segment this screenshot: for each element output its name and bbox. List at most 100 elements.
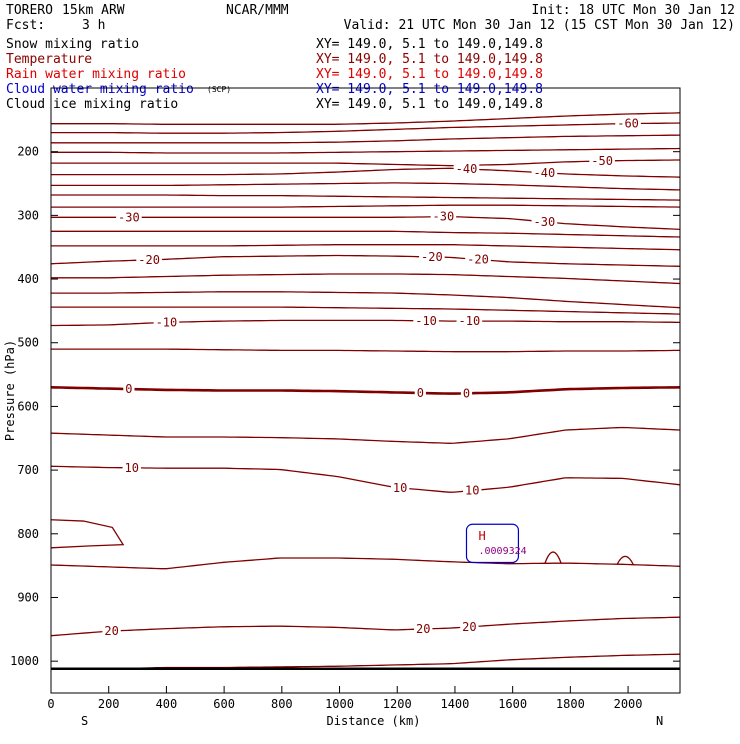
field-xy-rain: XY= 149.0, 5.1 to 149.0,149.8 [316,67,543,82]
cold-pool-contour [50,519,125,549]
contour-label: 0 [417,386,424,400]
x-axis-label: Distance (km) [327,714,421,728]
contour-label: 10 [465,484,479,498]
contour-label: -20 [467,252,489,266]
contour-labels: -60 -50 -40 -40 -30 -30 -30 -20 -20 -20 -10 -10 -10 0… [102,116,641,638]
y-tick-label: 900 [17,590,39,604]
y-tick-label: 700 [17,463,39,477]
contour-label-bg [153,315,180,329]
isotherm-line [51,204,681,208]
isotherm-line [51,159,680,167]
field-xy-snow: XY= 149.0, 5.1 to 149.0,149.8 [316,37,543,52]
isotherm-line [50,386,681,395]
isotherm-line [51,182,681,191]
overlap-note: (SCP) [207,85,231,94]
cloud-region: H .0009324 [465,523,527,564]
contour-label: -10 [156,315,178,329]
left-end-label: S [81,714,88,728]
contour-label-bg [136,252,162,266]
isotherm-line [51,112,681,125]
isotherm-line [51,134,681,144]
contour-label: -40 [534,166,556,180]
isotherm-line [51,167,681,178]
y-tick-label: 600 [17,399,39,413]
contour-label: -20 [421,250,443,264]
field-label-snow: Snow mixing ratio [6,37,139,52]
isotherm-detail [544,551,562,564]
contour-label-bg [102,624,121,638]
contour-label: 20 [104,624,118,638]
cloud-max-value: .0009324 [478,546,526,557]
x-tick-label: 400 [156,697,178,711]
contour-label: -60 [617,117,639,131]
x-tick-label: 200 [98,697,120,711]
isotherm-line [51,230,681,238]
contour-label-bg [531,165,558,179]
isotherm-detail [616,555,634,565]
y-tick-label: 500 [17,336,39,350]
forecast-label: Fcst: [6,18,45,33]
x-tick-label: 1800 [556,697,585,711]
y-tick-label: 800 [17,527,39,541]
y-tick-label: 200 [17,145,39,159]
x-tick-label: 1600 [498,697,527,711]
isotherm-line [51,216,681,231]
x-tick-label: 2000 [614,697,643,711]
cloud-max-marker: H [478,529,485,543]
contour-label-bg [414,621,433,635]
model-name: TORERO [6,3,53,18]
init-time: Init: 18 UTC Mon 30 Jan 12 [532,3,736,18]
center-name: NCAR/MMM [226,3,289,18]
y-tick-label: 1000 [10,654,39,668]
isotherm-line [50,426,681,444]
field-label-rain: Rain water mixing ratio [6,67,186,82]
field-label-cloud-ice: Cloud ice mixing ratio [6,97,178,112]
isotherm-line [51,653,681,670]
contour-label: 20 [416,622,430,636]
isotherm-line [50,557,681,570]
contour-label-bg [463,483,482,497]
contour-label-bg [615,116,641,130]
contour-label-bg [116,210,142,224]
plot-area: -60 -50 -40 -40 -30 -30 -30 -20 -20 -20 -10 -10 -10 0… [10,87,681,711]
cloud-water-contour [465,523,520,564]
isotherm-line [51,291,681,309]
contour-label: 0 [125,382,132,396]
contour-label-bg [123,382,135,396]
contour-label: 10 [393,481,407,495]
plot-frame [50,87,681,694]
valid-time: Valid: 21 UTC Mon 30 Jan 12 (15 CST Mon … [344,18,735,33]
contour-label-bg [413,313,439,327]
contour-label: -30 [118,210,140,224]
contour-label-bg [419,249,445,263]
isotherm-line [51,348,680,353]
x-tick-label: 600 [213,697,235,711]
field-xy-cloud-water: XY= 149.0, 5.1 to 149.0,149.8 [316,82,543,97]
contour-label-bg [460,619,479,633]
isotherm-line [51,147,681,154]
contour-label: -50 [591,154,613,168]
contour-label: -10 [415,314,437,328]
right-end-label: N [656,714,663,728]
contour-label: -20 [138,253,160,267]
isotherm-line [51,319,681,327]
field-legend: Snow mixing ratio XY= 149.0, 5.1 to 149.… [6,37,543,112]
contour-label: -40 [456,162,478,176]
isotherm-line [51,122,681,134]
contour-label-bg [453,161,480,175]
contour-label: 0 [463,386,470,400]
x-tick-label: 1200 [383,697,412,711]
contour-label: 10 [125,461,139,475]
isotherm-line [51,194,681,201]
x-tick-label: 1400 [440,697,469,711]
contour-label: -30 [534,215,556,229]
isotherm-line [51,273,681,285]
isotherm-line [50,616,681,637]
contour-label-bg [456,314,483,328]
isotherm-line [51,306,681,315]
temperature-contours [50,112,681,670]
contour-label-bg [122,460,141,474]
